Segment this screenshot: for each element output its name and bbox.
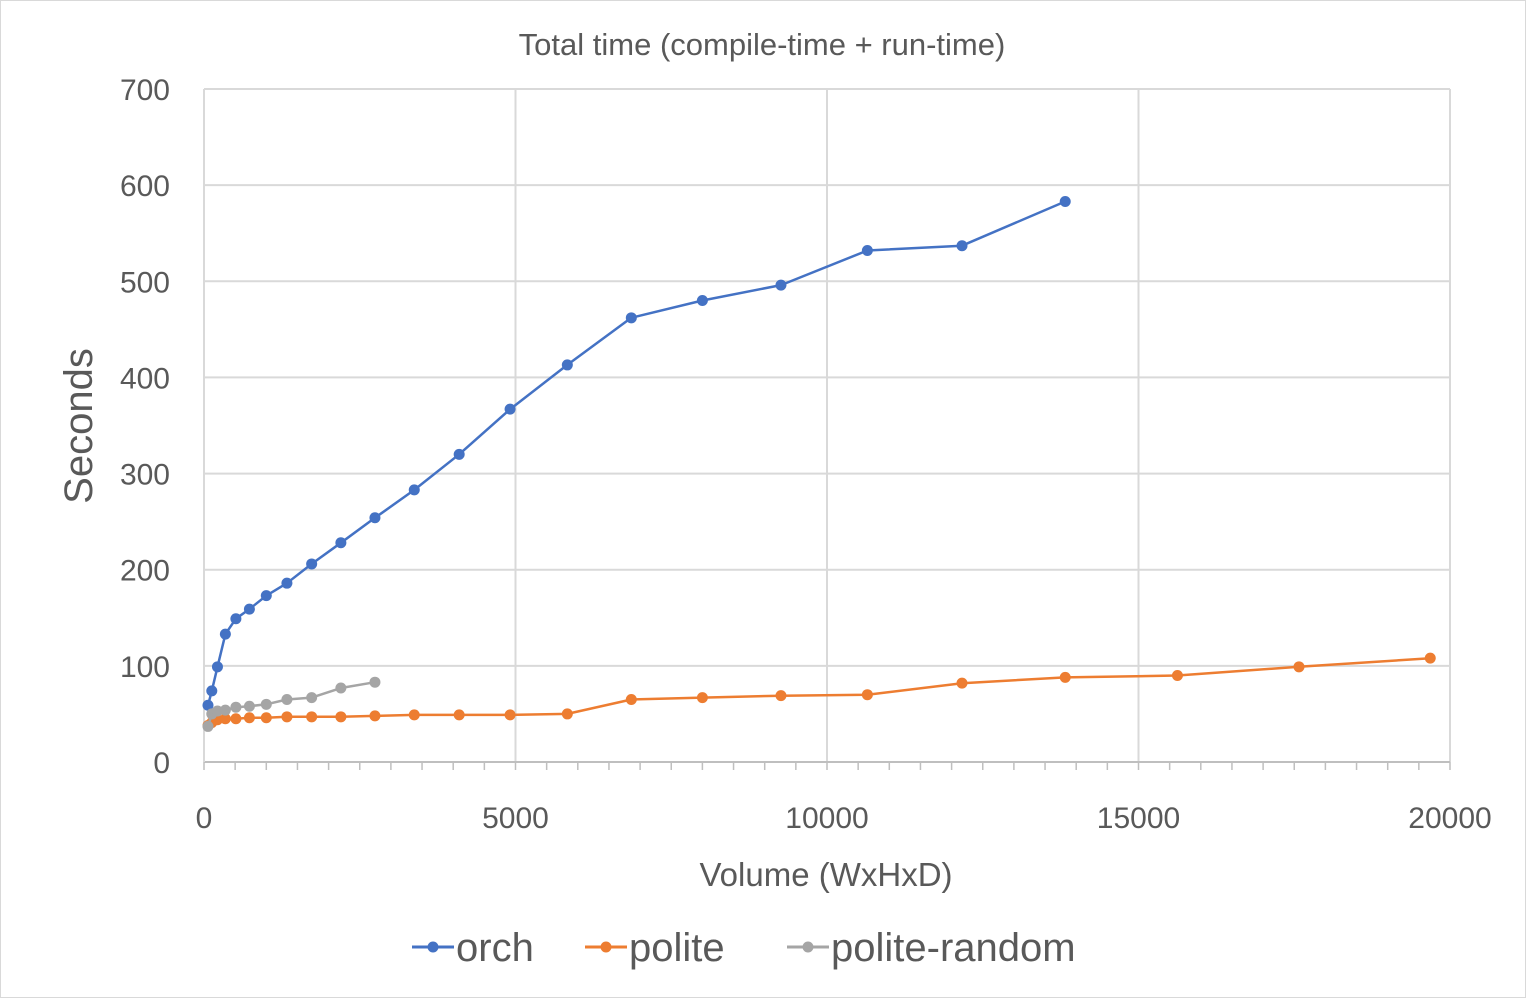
y-tick-label: 600 (120, 170, 170, 203)
data-point-polite (408, 709, 420, 721)
data-point-polite-random (281, 694, 293, 706)
x-tick-label: 20000 (1408, 802, 1491, 835)
data-point-polite-random (243, 700, 255, 712)
data-point-polite (1171, 669, 1183, 681)
data-point-polite (504, 709, 516, 721)
data-point-polite (1059, 671, 1071, 683)
data-point-orch (202, 699, 214, 711)
data-point-polite (369, 710, 381, 722)
legend-marker-polite-random (802, 941, 814, 953)
series-line-polite (207, 656, 1431, 727)
data-point-polite (230, 713, 242, 725)
x-axis-title: Volume (WxHxD) (699, 856, 952, 893)
y-tick-label: 100 (120, 651, 170, 684)
legend-label-orch: orch (456, 926, 534, 970)
data-point-orch (504, 403, 516, 415)
data-point-orch (369, 512, 381, 524)
y-tick-labels: 0 100 200 300 400 500 600 700 (120, 74, 170, 780)
data-point-polite (219, 713, 231, 725)
x-tick-label: 10000 (785, 802, 868, 835)
y-tick-label: 700 (120, 74, 170, 107)
data-point-orch (453, 448, 465, 460)
series-polite-random (202, 676, 381, 732)
chart-title: Total time (compile-time + run-time) (519, 27, 1006, 62)
series-group (202, 195, 1436, 732)
data-point-polite (306, 711, 318, 723)
data-point-orch (211, 661, 223, 673)
data-point-polite (696, 692, 708, 704)
series-orch (202, 195, 1071, 711)
data-point-polite (281, 711, 293, 723)
data-point-polite (1424, 652, 1436, 664)
data-point-polite-random (230, 701, 242, 713)
data-point-orch (625, 312, 637, 324)
data-point-orch (281, 577, 293, 589)
data-point-polite (956, 677, 968, 689)
y-tick-label: 300 (120, 459, 170, 492)
series-line-orch (206, 200, 1066, 706)
data-point-polite-random (335, 682, 347, 694)
y-axis-title: Seconds (57, 348, 101, 504)
y-tick-label: 200 (120, 555, 170, 588)
legend-marker-polite (600, 941, 612, 953)
data-point-orch (408, 484, 420, 496)
x-tick-labels: 0 5000 10000 15000 20000 (196, 802, 1492, 835)
data-point-orch (561, 359, 573, 371)
data-point-polite (861, 689, 873, 701)
data-point-polite (625, 694, 637, 706)
legend-marker-orch (427, 941, 439, 953)
data-point-orch (219, 628, 231, 640)
series-polite (202, 652, 1436, 731)
data-point-orch (260, 590, 272, 602)
x-tick-label: 5000 (482, 802, 549, 835)
legend-item-polite: polite (585, 926, 725, 970)
legend: orch polite polite-random (412, 926, 1076, 970)
gridlines (204, 88, 1451, 762)
axes (203, 89, 1451, 770)
data-point-polite-random (260, 698, 272, 710)
data-point-orch (1059, 195, 1071, 207)
data-point-polite (260, 712, 272, 724)
x-tick-label: 0 (196, 802, 213, 835)
data-point-polite (775, 690, 787, 702)
y-tick-label: 500 (120, 266, 170, 299)
y-tick-label: 400 (120, 362, 170, 395)
data-point-polite (335, 711, 347, 723)
data-point-polite (561, 708, 573, 720)
data-point-orch (306, 558, 318, 570)
data-point-orch (335, 537, 347, 549)
data-point-orch (775, 279, 787, 291)
data-point-orch (956, 240, 968, 252)
data-point-polite (1293, 661, 1305, 673)
x-tick-label: 15000 (1097, 802, 1180, 835)
data-point-polite-random (202, 720, 214, 732)
legend-label-polite: polite (629, 926, 725, 970)
data-point-orch (243, 603, 255, 615)
legend-item-polite-random: polite-random (787, 926, 1076, 970)
data-point-polite (453, 709, 465, 721)
data-point-polite-random (369, 676, 381, 688)
legend-label-polite-random: polite-random (831, 926, 1076, 970)
legend-item-orch: orch (412, 926, 534, 970)
data-point-orch (696, 295, 708, 307)
data-point-orch (861, 245, 873, 257)
data-point-orch (230, 613, 242, 625)
data-point-polite-random (306, 692, 318, 704)
y-tick-label: 0 (153, 747, 170, 780)
data-point-polite-random (219, 704, 231, 716)
data-point-orch (206, 685, 218, 697)
data-point-polite (243, 712, 255, 724)
